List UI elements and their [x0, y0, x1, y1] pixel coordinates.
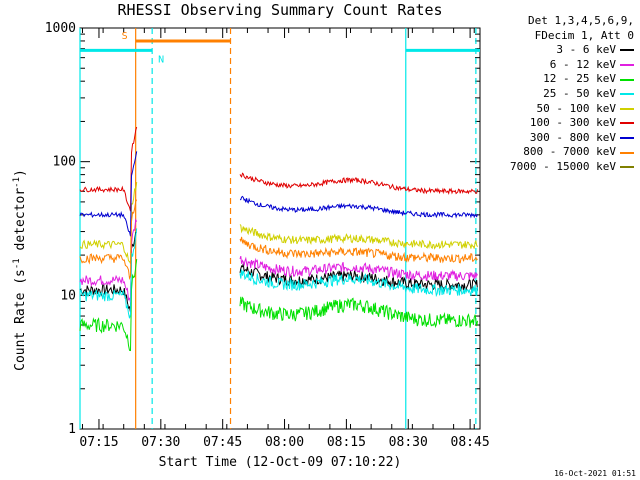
- plot-frame: [79, 27, 481, 430]
- legend-swatch: [620, 166, 634, 169]
- legend-swatch: [620, 151, 634, 154]
- state-bar-label: S: [122, 31, 128, 42]
- series-line: [239, 195, 478, 219]
- legend-item: 800 - 7000 keV: [484, 145, 634, 160]
- series-line: [79, 126, 138, 212]
- legend-item: 100 - 300 keV: [484, 116, 634, 131]
- series-line: [79, 151, 138, 237]
- timestamp: 16-Oct-2021 01:51: [554, 469, 636, 478]
- legend-item-label: 12 - 25 keV: [543, 72, 616, 86]
- state-bar-label: N: [158, 54, 164, 65]
- series-line: [79, 259, 138, 352]
- legend-item: 300 - 800 keV: [484, 131, 634, 146]
- series-line: [79, 228, 138, 319]
- legend: Det 1,3,4,5,6,9, FDecim 1, Att 0 3 - 6 k…: [484, 14, 634, 175]
- legend-item: 25 - 50 keV: [484, 87, 634, 102]
- legend-item: 12 - 25 keV: [484, 72, 634, 87]
- legend-swatch: [620, 122, 634, 125]
- x-tick-label: 08:45: [451, 435, 490, 450]
- x-tick-label: 08:15: [327, 435, 366, 450]
- chart-title: RHESSI Observing Summary Count Rates: [117, 1, 443, 19]
- y-tick-label: 1000: [45, 21, 76, 36]
- y-tick-label: 1: [68, 422, 76, 437]
- legend-swatch: [620, 78, 634, 81]
- legend-item: 7000 - 15000 keV: [484, 160, 634, 175]
- legend-swatch: [620, 93, 634, 96]
- series-line: [239, 236, 478, 264]
- x-tick-label: 07:30: [141, 435, 180, 450]
- legend-item: 50 - 100 keV: [484, 102, 634, 117]
- y-tick-label: 100: [53, 155, 76, 170]
- legend-item-label: 50 - 100 keV: [536, 101, 616, 115]
- legend-header-line-2: FDecim 1, Att 0: [534, 28, 634, 42]
- x-tick-label: 08:30: [389, 435, 428, 450]
- y-tick-label: 10: [60, 288, 76, 303]
- series-line: [239, 296, 478, 329]
- series-line: [239, 172, 478, 195]
- legend-item-label: 3 - 6 keV: [556, 43, 616, 57]
- legend-item-label: 300 - 800 keV: [529, 130, 616, 144]
- legend-swatch: [620, 64, 634, 67]
- series-line: [79, 218, 138, 303]
- series-line: [79, 199, 138, 281]
- series-line: [239, 269, 478, 298]
- legend-swatch: [620, 137, 634, 140]
- legend-item-label: 6 - 12 keV: [549, 57, 616, 71]
- legend-swatch: [620, 107, 634, 110]
- legend-header-line-1: Det 1,3,4,5,6,9,: [528, 14, 634, 27]
- x-axis-label: Start Time (12-Oct-09 07:10:22): [158, 455, 402, 470]
- series-line: [239, 255, 478, 282]
- series-line: [79, 181, 138, 264]
- legend-item-label: 25 - 50 keV: [543, 86, 616, 100]
- legend-item-label: 800 - 7000 keV: [523, 145, 616, 159]
- legend-item-label: 100 - 300 keV: [529, 116, 616, 130]
- x-tick-label: 08:00: [265, 435, 304, 450]
- series-line: [239, 224, 478, 250]
- y-axis-label: Count Rate (s-1 detector-1): [11, 169, 29, 371]
- x-tick-label: 07:15: [79, 435, 118, 450]
- legend-swatch: [620, 49, 634, 52]
- x-tick-label: 07:45: [203, 435, 242, 450]
- legend-item: 6 - 12 keV: [484, 58, 634, 73]
- legend-item: 3 - 6 keV: [484, 43, 634, 58]
- legend-item-label: 7000 - 15000 keV: [510, 159, 616, 173]
